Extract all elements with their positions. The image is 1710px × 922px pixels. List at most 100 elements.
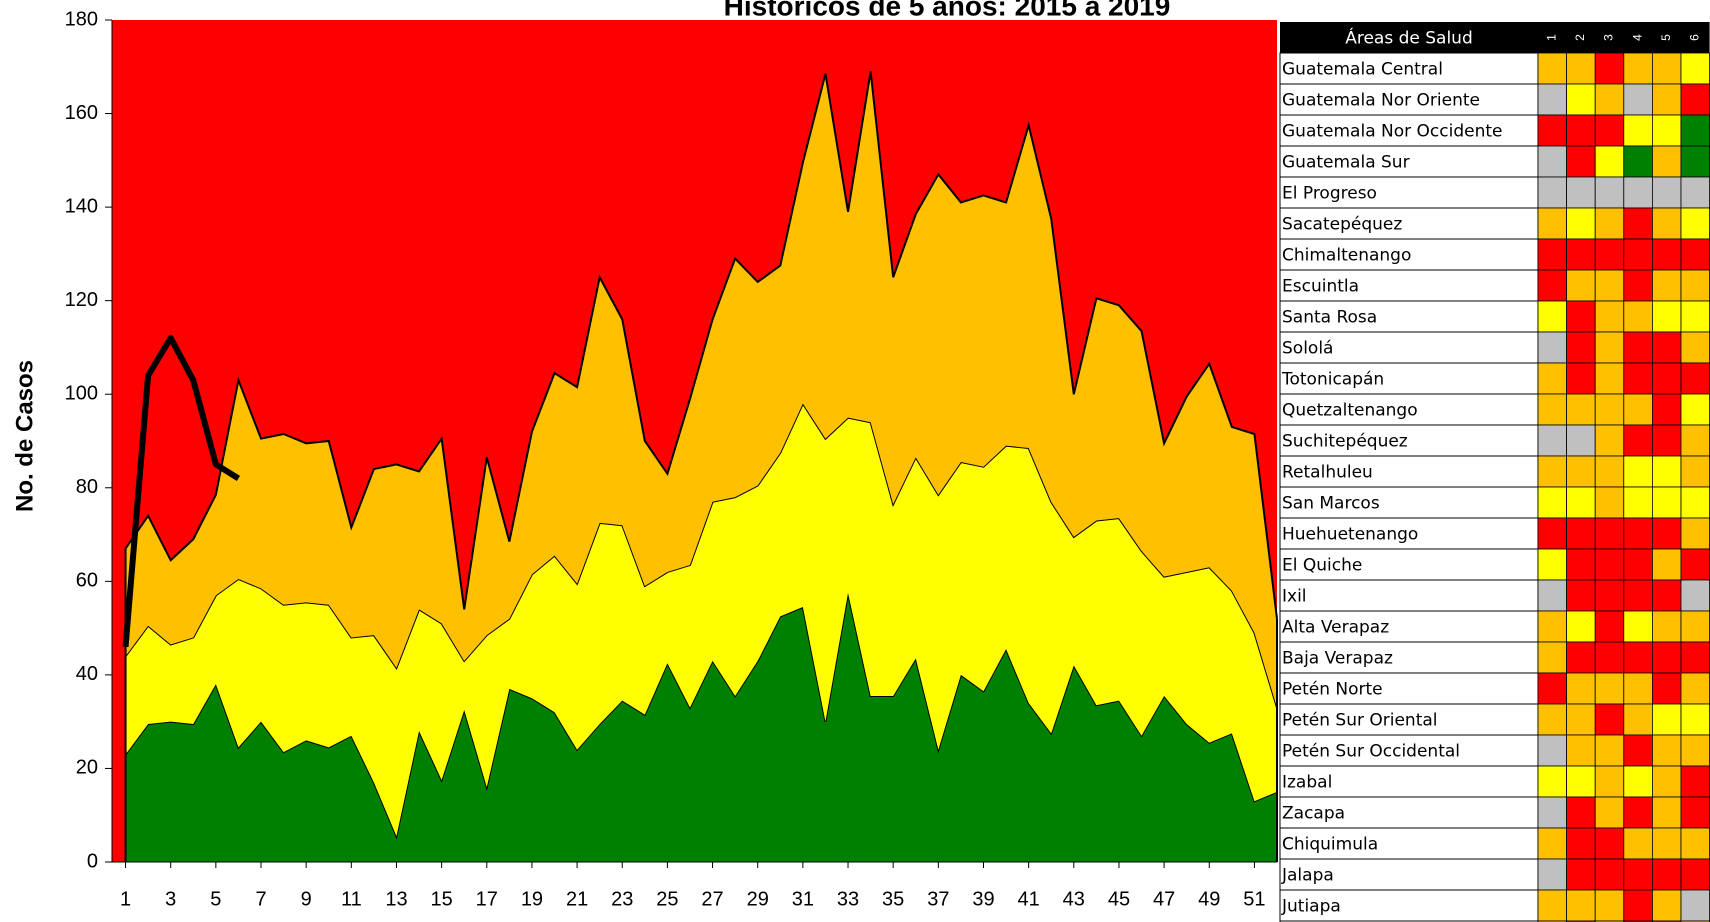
y-tick-label: 100 (65, 383, 98, 405)
row-name-cell (1279, 672, 1539, 705)
row-name-cell (1279, 548, 1539, 581)
x-tick-label: 13 (385, 888, 407, 910)
status-cell (1623, 703, 1653, 736)
status-cell (1566, 331, 1596, 364)
status-cell (1680, 52, 1710, 85)
status-cell (1652, 52, 1682, 85)
status-cell (1680, 269, 1710, 302)
row-name: Ixil (1282, 587, 1307, 607)
status-cell (1680, 238, 1710, 271)
y-tick-label: 140 (65, 195, 98, 217)
status-cell (1652, 176, 1682, 209)
table-header: Áreas de Salud (1345, 27, 1473, 49)
y-axis-label: No. de Casos (11, 360, 38, 512)
status-cell (1594, 889, 1625, 922)
status-cell (1652, 827, 1682, 860)
status-cell (1680, 331, 1710, 364)
status-cell (1594, 393, 1625, 426)
area (125, 403, 1277, 837)
status-cell (1594, 765, 1625, 798)
status-cell (1537, 827, 1568, 860)
status-cell (1623, 610, 1653, 643)
x-tick-label: 1 (120, 888, 131, 910)
status-cell (1623, 52, 1653, 85)
status-cell (1652, 858, 1682, 891)
status-cell (1652, 517, 1682, 550)
status-cell (1594, 579, 1625, 612)
status-cell (1680, 176, 1710, 209)
status-cell (1537, 207, 1568, 240)
status-cell (1652, 362, 1682, 395)
status-cell (1652, 300, 1682, 333)
status-cell (1594, 362, 1625, 395)
area (125, 71, 1277, 708)
row-name-cell (1279, 486, 1539, 519)
row-name: Izabal (1282, 773, 1332, 793)
status-cell (1680, 672, 1710, 705)
status-cell (1623, 517, 1653, 550)
status-cell (1566, 765, 1596, 798)
status-cell (1680, 827, 1710, 860)
row-name-cell (1279, 796, 1539, 829)
status-cell (1652, 424, 1682, 457)
status-cell (1566, 641, 1596, 674)
status-cell (1566, 114, 1596, 147)
status-cell (1623, 641, 1653, 674)
status-cell (1680, 362, 1710, 395)
row-name: El Quiche (1282, 556, 1362, 576)
x-tick-label: 27 (701, 888, 723, 910)
x-tick-label: 15 (431, 888, 453, 910)
row-name-cell (1279, 579, 1539, 612)
x-tick-label: 25 (656, 888, 678, 910)
status-cell (1594, 145, 1625, 178)
status-cell (1594, 734, 1625, 767)
column-header: 3 (1602, 34, 1616, 41)
row-name: Suchitepéquez (1282, 432, 1408, 452)
status-cell (1566, 734, 1596, 767)
status-cell (1680, 889, 1710, 922)
status-cell (1594, 455, 1625, 488)
row-name: Huehuetenango (1282, 525, 1418, 545)
y-tick-label: 40 (76, 663, 98, 685)
status-cell (1652, 145, 1682, 178)
status-cell (1623, 827, 1653, 860)
column-header: 5 (1659, 34, 1673, 41)
row-name-cell (1279, 703, 1539, 736)
status-cell (1623, 734, 1653, 767)
y-tick-label: 120 (65, 289, 98, 311)
status-cell (1566, 889, 1596, 922)
status-cell (1652, 796, 1682, 829)
status-cell (1680, 300, 1710, 333)
status-cell (1652, 548, 1682, 581)
status-cell (1537, 734, 1568, 767)
status-cell (1680, 207, 1710, 240)
column-header: 4 (1630, 34, 1644, 41)
status-cell (1594, 207, 1625, 240)
status-cell (1680, 641, 1710, 674)
row-name: Baja Verapaz (1282, 649, 1393, 669)
status-cell (1566, 486, 1596, 519)
status-cell (1594, 641, 1625, 674)
row-name: Escuintla (1282, 277, 1359, 297)
status-cell (1680, 455, 1710, 488)
status-cell (1566, 672, 1596, 705)
status-cell (1680, 734, 1710, 767)
row-name: Petén Sur Occidental (1282, 742, 1460, 762)
row-name: Petén Sur Oriental (1282, 711, 1438, 731)
row-name: Sololá (1282, 339, 1333, 359)
row-name: Guatemala Nor Oriente (1282, 91, 1480, 111)
status-cell (1623, 269, 1653, 302)
status-cell (1680, 548, 1710, 581)
x-tick-label: 43 (1063, 888, 1085, 910)
column-header: 6 (1687, 34, 1701, 41)
status-cell (1680, 145, 1710, 178)
status-cell (1537, 703, 1568, 736)
status-cell (1652, 610, 1682, 643)
status-cell (1623, 579, 1653, 612)
status-cell (1652, 486, 1682, 519)
status-cell (1594, 827, 1625, 860)
x-tick-label: 45 (1108, 888, 1130, 910)
status-cell (1680, 424, 1710, 457)
status-cell (1652, 579, 1682, 612)
row-name: Retalhuleu (1282, 463, 1373, 483)
